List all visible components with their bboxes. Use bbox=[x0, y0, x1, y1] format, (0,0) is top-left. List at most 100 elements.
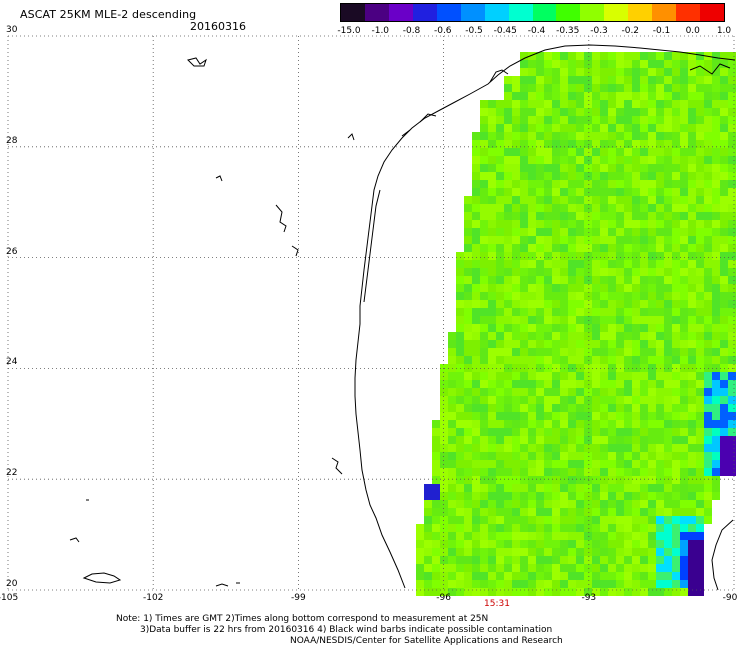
swath-cell bbox=[640, 516, 648, 524]
swath-cell bbox=[608, 316, 616, 324]
swath-cell bbox=[568, 92, 576, 100]
swath-cell bbox=[688, 308, 696, 316]
swath-cell bbox=[544, 308, 552, 316]
swath-cell bbox=[456, 420, 464, 428]
swath-cell bbox=[696, 492, 704, 500]
swath-cell bbox=[704, 148, 712, 156]
swath-cell bbox=[512, 500, 520, 508]
swath-cell bbox=[720, 204, 728, 212]
swath-cell bbox=[592, 444, 600, 452]
swath-cell bbox=[488, 308, 496, 316]
swath-cell bbox=[720, 268, 728, 276]
swath-cell bbox=[464, 460, 472, 468]
swath-cell bbox=[496, 516, 504, 524]
swath-cell bbox=[592, 220, 600, 228]
swath-cell bbox=[552, 332, 560, 340]
swath-cell bbox=[704, 220, 712, 228]
swath-cell bbox=[704, 340, 712, 348]
swath-cell bbox=[432, 556, 440, 564]
swath-cell bbox=[616, 204, 624, 212]
swath-cell bbox=[504, 252, 512, 260]
swath-cell bbox=[712, 92, 720, 100]
swath-cell bbox=[520, 228, 528, 236]
swath-cell bbox=[432, 588, 440, 596]
colorbar-tick-label: -0.1 bbox=[652, 26, 671, 36]
swath-cell bbox=[568, 212, 576, 220]
swath-cell bbox=[608, 148, 616, 156]
swath-cell bbox=[632, 588, 640, 596]
swath-cell bbox=[432, 460, 440, 468]
swath-cell bbox=[424, 572, 432, 580]
swath-cell bbox=[568, 180, 576, 188]
swath-cell bbox=[464, 292, 472, 300]
swath-cell bbox=[552, 340, 560, 348]
swath-cell bbox=[632, 52, 640, 60]
swath-cell bbox=[648, 588, 656, 596]
swath-cell bbox=[552, 68, 560, 76]
swath-cell bbox=[520, 84, 528, 92]
swath-cell bbox=[616, 172, 624, 180]
swath-cell bbox=[656, 84, 664, 92]
swath-cell bbox=[608, 132, 616, 140]
swath-cell bbox=[480, 508, 488, 516]
swath-cell bbox=[504, 228, 512, 236]
swath-cell bbox=[632, 420, 640, 428]
swath-cell bbox=[496, 372, 504, 380]
swath-cell bbox=[632, 500, 640, 508]
swath-cell bbox=[712, 212, 720, 220]
swath-cell bbox=[464, 276, 472, 284]
swath-cell bbox=[712, 340, 720, 348]
swath-cell bbox=[496, 476, 504, 484]
swath-cell bbox=[528, 468, 536, 476]
swath-cell bbox=[616, 332, 624, 340]
swath-cell bbox=[464, 332, 472, 340]
swath-cell bbox=[520, 532, 528, 540]
swath-cell bbox=[720, 468, 728, 476]
swath-cell bbox=[424, 556, 432, 564]
coastline-island-2 bbox=[275, 204, 287, 233]
swath-cell bbox=[664, 140, 672, 148]
swath-cell bbox=[656, 212, 664, 220]
swath-cell bbox=[592, 92, 600, 100]
swath-cell bbox=[488, 388, 496, 396]
swath-cell bbox=[608, 84, 616, 92]
swath-cell bbox=[728, 156, 736, 164]
colorbar-segment bbox=[460, 4, 485, 21]
swath-cell bbox=[488, 244, 496, 252]
swath-cell bbox=[536, 92, 544, 100]
swath-cell bbox=[664, 428, 672, 436]
swath-cell bbox=[616, 404, 624, 412]
swath-cell bbox=[528, 500, 536, 508]
swath-cell bbox=[520, 132, 528, 140]
swath-cell bbox=[624, 484, 632, 492]
swath-cell bbox=[480, 420, 488, 428]
swath-cell bbox=[608, 444, 616, 452]
swath-cell bbox=[664, 108, 672, 116]
swath-cell bbox=[688, 124, 696, 132]
swath-cell bbox=[584, 524, 592, 532]
coastline-island-5 bbox=[331, 457, 343, 475]
swath-cell bbox=[616, 380, 624, 388]
swath-cell bbox=[672, 68, 680, 76]
swath-cell bbox=[624, 508, 632, 516]
swath-cell bbox=[496, 180, 504, 188]
coastline-island-3 bbox=[291, 245, 299, 257]
swath-cell bbox=[504, 236, 512, 244]
swath-cell bbox=[520, 492, 528, 500]
swath-cell bbox=[704, 476, 712, 484]
swath-cell bbox=[560, 316, 568, 324]
swath-cell bbox=[544, 452, 552, 460]
swath-cell bbox=[560, 148, 568, 156]
swath-cell bbox=[720, 156, 728, 164]
swath-cell bbox=[536, 284, 544, 292]
swath-cell bbox=[584, 516, 592, 524]
swath-cell bbox=[640, 260, 648, 268]
swath-cell bbox=[456, 452, 464, 460]
swath-cell bbox=[712, 308, 720, 316]
swath-cell bbox=[488, 348, 496, 356]
swath-cell bbox=[648, 156, 656, 164]
swath-cell bbox=[704, 172, 712, 180]
swath-cell bbox=[680, 132, 688, 140]
swath-cell bbox=[480, 100, 488, 108]
swath-cell bbox=[488, 220, 496, 228]
